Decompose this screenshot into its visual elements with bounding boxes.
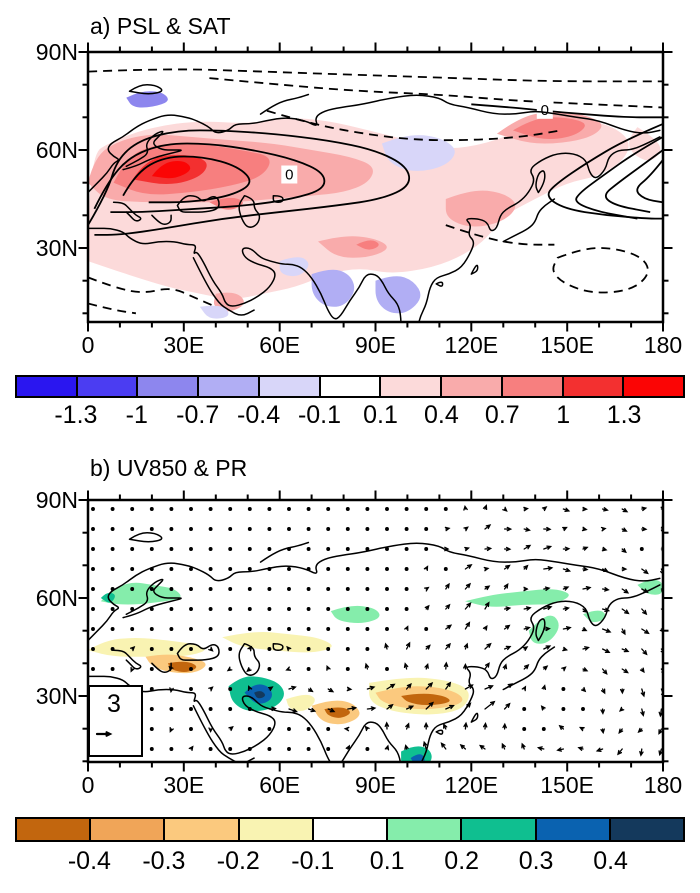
y-tick-label-b: 30N <box>35 683 78 709</box>
x-tick-label-a: 60E <box>259 332 301 358</box>
colorbar-cell <box>462 819 537 840</box>
map-a-svg: 00 <box>78 42 673 332</box>
sat-shading <box>88 91 661 319</box>
x-tick-label-a: 30E <box>163 332 205 358</box>
colorbar-cell <box>165 819 240 840</box>
x-tick-label-b: 90E <box>355 772 396 798</box>
colorbar-a <box>15 375 685 398</box>
colorbar-cell <box>502 377 564 396</box>
colorbar-cell <box>320 377 382 396</box>
x-tick-label-a: 150E <box>540 332 594 358</box>
colorbar-label-a: 0.1 <box>363 401 398 429</box>
colorbar-cell <box>610 819 683 840</box>
colorbar-cell <box>563 377 625 396</box>
x-tick-label-a: 0 <box>81 332 95 358</box>
axis-ticks <box>78 490 673 772</box>
x-tick-label-b: 120E <box>444 772 499 798</box>
colorbar-cell <box>313 819 389 840</box>
colorbar-label-a: -0.4 <box>237 401 281 429</box>
colorbar-cell <box>624 377 684 396</box>
colorbar-label-b: 0.2 <box>444 847 480 875</box>
colorbar-label-a: 1.3 <box>606 401 642 429</box>
map-b-svg <box>78 490 673 772</box>
wind-vectors <box>91 504 663 757</box>
x-tick-label-b: 180 <box>643 772 683 798</box>
x-tick-label-b: 150E <box>540 772 594 798</box>
colorbar-cell <box>239 819 314 840</box>
pr-shading <box>88 579 663 762</box>
colorbar-cell <box>77 377 139 396</box>
colorbar-label-a: 0.7 <box>484 401 520 429</box>
colorbar-label-a: -1 <box>125 401 148 429</box>
x-tick-label-b: 0 <box>81 772 95 798</box>
colorbar-label-b: 0.4 <box>593 847 628 875</box>
colorbar-cell <box>259 377 321 396</box>
colorbar-label-a: -0.1 <box>297 401 342 429</box>
x-tick-label-a: 180 <box>643 332 683 358</box>
axis-ticks <box>78 42 673 332</box>
x-tick-label-a: 90E <box>355 332 396 358</box>
colorbar-cell <box>388 819 463 840</box>
panel-b-title: b) UV850 & PR <box>90 455 248 481</box>
colorbar-label-b: -0.1 <box>291 847 335 875</box>
colorbar-label-a: -1.3 <box>54 401 98 429</box>
colorbar-label-b: -0.3 <box>142 847 186 875</box>
panel-a-title: a) PSL & SAT <box>90 13 231 39</box>
x-tick-label-b: 30E <box>163 772 205 798</box>
y-tick-label-a: 90N <box>35 39 78 65</box>
plot-b-map <box>74 486 677 776</box>
contour-zero-label: 0 <box>541 102 549 119</box>
contour-zero-label: 0 <box>285 167 293 184</box>
colorbar-label-a: 1 <box>556 401 571 429</box>
colorbar-label-b: -0.2 <box>216 847 260 875</box>
colorbar-label-a: -0.7 <box>176 401 220 429</box>
colorbar-cell <box>138 377 200 396</box>
colorbar-cell <box>17 377 78 396</box>
colorbar-label-a: 0.4 <box>424 401 459 429</box>
colorbar-cell <box>442 377 503 396</box>
y-tick-label-a: 30N <box>35 235 78 261</box>
psl-zero-labels: 00 <box>281 100 553 184</box>
colorbar-label-b: 0.1 <box>369 847 405 875</box>
colorbar-cell <box>536 819 611 840</box>
colorbar-cell <box>91 819 166 840</box>
y-tick-label-b: 60N <box>35 585 78 611</box>
coastlines <box>88 83 661 322</box>
colorbar-label-b: -0.4 <box>67 847 111 875</box>
x-tick-label-b: 60E <box>259 772 301 798</box>
y-tick-label-a: 60N <box>35 137 78 163</box>
psl-contours-dashed <box>88 68 663 315</box>
colorbar-cell <box>17 819 92 840</box>
y-tick-label-b: 90N <box>35 487 78 513</box>
colorbar-label-b: 0.3 <box>518 847 554 875</box>
x-tick-label-a: 120E <box>444 332 499 358</box>
reference-vector-label: 3 <box>107 690 121 718</box>
colorbar-b <box>15 817 685 842</box>
colorbar-cell <box>381 377 443 396</box>
colorbar-cell <box>199 377 260 396</box>
